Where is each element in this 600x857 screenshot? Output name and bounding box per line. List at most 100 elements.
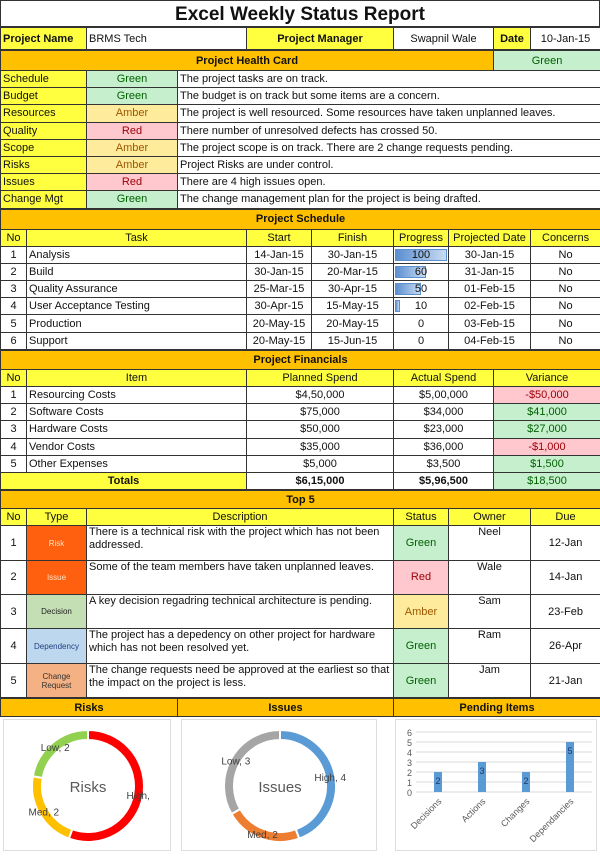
- health-card-title: Project Health Card: [0, 50, 495, 71]
- description[interactable]: Some of the team members have taken unpl…: [86, 559, 394, 596]
- description[interactable]: The change requests need be approved at …: [86, 662, 394, 699]
- concerns: No: [529, 262, 600, 282]
- task-start: 20-May-15: [246, 331, 312, 350]
- donut-slice: [31, 728, 89, 780]
- progress-value: 50: [414, 283, 428, 296]
- task-name[interactable]: Analysis: [26, 245, 247, 264]
- health-area-label: Scope: [0, 138, 87, 157]
- task-finish: 15-May-15: [311, 297, 394, 316]
- health-row: Scope Amber The project scope is on track.…: [0, 138, 600, 157]
- financial-row: 5 Other Expenses $5,000 $3,500 $1,500: [0, 454, 600, 473]
- progress-bar: 50: [393, 280, 449, 299]
- item-number: 1: [0, 525, 27, 561]
- slice-label: Low, 2: [41, 743, 70, 754]
- project-info-header: Project Name BRMS Tech Project Manager S…: [0, 27, 600, 50]
- health-status-badge: Amber: [86, 155, 178, 175]
- schedule-row: 4 User Acceptance Testing 30-Apr-15 15-May-…: [0, 297, 600, 316]
- item-number: 1: [0, 385, 27, 405]
- task-number: 1: [0, 245, 27, 264]
- task-name[interactable]: Production: [26, 314, 247, 333]
- top5-row: 2 Issue Some of the team members have take…: [0, 559, 600, 596]
- type-badge: Issue: [26, 559, 87, 596]
- planned-spend: $35,000: [246, 437, 394, 456]
- concerns: No: [529, 314, 600, 333]
- description[interactable]: There is a technical risk with the proje…: [86, 525, 394, 561]
- progress-bar: 0: [393, 331, 449, 350]
- task-finish: 30-Apr-15: [311, 280, 394, 299]
- risks-donut-panel: High, Med, 2 Low, 2 Risks: [3, 719, 171, 851]
- project-name-value[interactable]: BRMS Tech: [86, 27, 247, 50]
- projected-date: 30-Jan-15: [448, 245, 531, 264]
- column-header: Due: [529, 508, 600, 527]
- type-badge: Decision: [26, 594, 87, 630]
- health-status-badge: Green: [86, 69, 178, 89]
- health-card: Project Health Card Green Schedule Green Th…: [0, 50, 600, 209]
- schedule-row: 1 Analysis 14-Jan-15 30-Jan-15 100 30-Jan-15 N…: [0, 245, 600, 264]
- health-area-label: Schedule: [0, 69, 87, 89]
- task-number: 2: [0, 262, 27, 282]
- owner: Ram: [448, 628, 531, 664]
- health-note[interactable]: The project is well resourced. Some reso…: [176, 104, 600, 123]
- due-date: 26-Apr: [529, 628, 600, 664]
- health-status-badge: Amber: [86, 138, 178, 157]
- task-number: 6: [0, 331, 27, 350]
- date-value[interactable]: 10-Jan-15: [530, 27, 600, 50]
- pending-bar-panel: 0 1 2 3 4 5 6 2 Decisions 3 Actions 2 Changes 5 Depend…: [395, 719, 597, 851]
- financial-row: 3 Hardware Costs $50,000 $23,000 $27,000: [0, 420, 600, 439]
- progress-value: 10: [414, 300, 428, 313]
- health-note[interactable]: There number of unresolved defects has c…: [176, 121, 600, 140]
- column-header: Projected Date: [448, 228, 531, 247]
- bar: [566, 742, 574, 792]
- slice-label: Med, 2: [29, 808, 60, 819]
- date-label: Date: [493, 27, 531, 50]
- progress-bar: 10: [393, 297, 449, 316]
- financial-row: 1 Resourcing Costs $4,50,000 $5,00,000 -$50,…: [0, 385, 600, 405]
- health-note[interactable]: Project Risks are under control.: [176, 155, 600, 175]
- project-manager-value[interactable]: Swapnil Wale: [393, 27, 494, 50]
- column-header: Description: [86, 508, 394, 527]
- health-note[interactable]: The project tasks are on track.: [176, 69, 600, 89]
- health-note[interactable]: The project scope is on track. There are…: [176, 138, 600, 157]
- description[interactable]: A key decision regadring technical archi…: [86, 594, 394, 630]
- item-name: Hardware Costs: [26, 420, 247, 439]
- health-area-label: Issues: [0, 173, 87, 192]
- health-note[interactable]: The budget is on track but some items ar…: [176, 87, 600, 106]
- task-finish: 20-Mar-15: [311, 262, 394, 282]
- planned-spend: $4,50,000: [246, 385, 394, 405]
- task-name[interactable]: Build: [26, 262, 247, 282]
- y-tick-label: 3: [407, 758, 412, 768]
- totals-actual: $5,96,500: [393, 471, 494, 491]
- task-start: 20-May-15: [246, 314, 312, 333]
- task-number: 5: [0, 314, 27, 333]
- type-badge: Change Request: [26, 662, 87, 699]
- health-note[interactable]: There are 4 high issues open.: [176, 173, 600, 192]
- item-number: 4: [0, 437, 27, 456]
- item-number: 2: [0, 559, 27, 596]
- bar-value-label: 3: [479, 766, 484, 776]
- type-badge: Dependency: [26, 628, 87, 664]
- actual-spend: $5,00,000: [393, 385, 494, 405]
- description[interactable]: The project has a depedency on other pro…: [86, 628, 394, 664]
- health-note[interactable]: The change management plan for the proje…: [176, 190, 600, 209]
- column-header: Owner: [448, 508, 531, 527]
- variance: $1,500: [492, 454, 600, 473]
- planned-spend: $5,000: [246, 454, 394, 473]
- report-title: Excel Weekly Status Report: [0, 0, 600, 27]
- projected-date: 03-Feb-15: [448, 314, 531, 333]
- task-name[interactable]: Quality Assurance: [26, 280, 247, 299]
- planned-spend: $75,000: [246, 403, 394, 422]
- planned-spend: $50,000: [246, 420, 394, 439]
- bar: [478, 762, 486, 792]
- x-tick-label: Dependancies: [528, 796, 576, 844]
- bar: [522, 772, 530, 792]
- financial-row: 4 Vendor Costs $35,000 $36,000 -$1,000: [0, 437, 600, 456]
- task-name[interactable]: Support: [26, 331, 247, 350]
- owner: Neel: [448, 525, 531, 561]
- task-start: 14-Jan-15: [246, 245, 312, 264]
- health-area-label: Quality: [0, 121, 87, 140]
- task-name[interactable]: User Acceptance Testing: [26, 297, 247, 316]
- schedule-row: 2 Build 30-Jan-15 20-Mar-15 60 31-Jan-15 No: [0, 262, 600, 282]
- health-status-badge: Amber: [86, 104, 178, 123]
- progress-fill: [395, 283, 421, 296]
